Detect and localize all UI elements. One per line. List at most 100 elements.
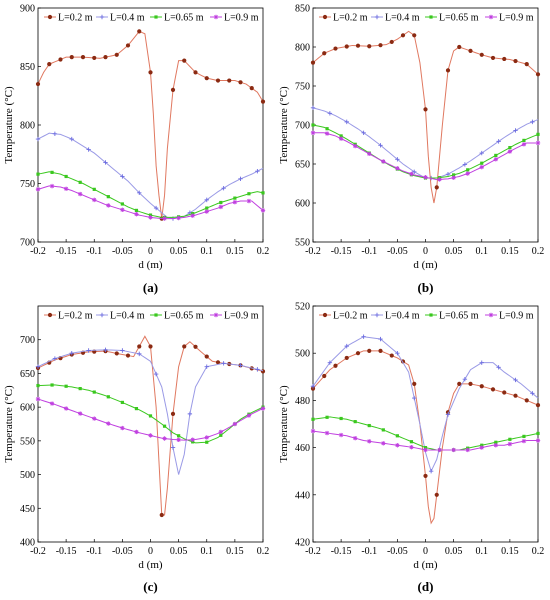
data-point xyxy=(409,445,414,450)
legend-marker xyxy=(374,14,380,20)
data-point xyxy=(434,185,439,190)
data-point xyxy=(412,33,417,38)
data-point xyxy=(260,208,266,213)
data-point xyxy=(238,363,243,368)
x-tick-label: -0.2 xyxy=(30,246,46,257)
data-point xyxy=(64,384,68,388)
data-point xyxy=(513,377,518,383)
data-point xyxy=(344,343,349,349)
data-point xyxy=(125,353,131,358)
data-point xyxy=(106,195,110,199)
data-point xyxy=(215,360,221,365)
data-point xyxy=(69,351,74,356)
x-tick-label: 0 xyxy=(423,246,428,257)
data-point xyxy=(423,446,428,450)
chart-panel-1: 700 750 800 850 900 -0.2 -0.15 -0.1 -0.05 0 0.05 0.… xyxy=(3,4,269,296)
data-point xyxy=(535,438,541,443)
data-point xyxy=(355,351,361,356)
data-point xyxy=(232,421,238,427)
data-point xyxy=(445,412,451,417)
data-point xyxy=(479,52,484,57)
y-tick-label: 550 xyxy=(20,436,35,447)
data-point xyxy=(238,80,243,85)
data-point xyxy=(153,205,159,211)
data-point xyxy=(49,401,55,406)
y-tick-label: 420 xyxy=(295,538,310,549)
data-point xyxy=(310,60,316,65)
data-point xyxy=(310,428,316,434)
data-point xyxy=(535,403,541,408)
data-point xyxy=(148,344,153,349)
data-point xyxy=(468,381,473,386)
series-line xyxy=(312,336,539,473)
data-point xyxy=(255,169,260,174)
data-point xyxy=(148,213,153,217)
data-point xyxy=(232,200,238,205)
data-point xyxy=(352,143,358,149)
data-point xyxy=(395,443,400,448)
data-point xyxy=(451,175,456,180)
data-point xyxy=(137,351,142,357)
data-point xyxy=(378,143,383,148)
data-point xyxy=(395,166,400,171)
legend-label: L=0.65 m xyxy=(164,311,204,322)
data-point xyxy=(310,384,316,389)
data-point xyxy=(120,425,125,431)
x-tick-label: -0.2 xyxy=(30,546,46,557)
y-tick-label: 750 xyxy=(20,179,35,190)
y-tick-label: 850 xyxy=(295,4,310,15)
series-4 xyxy=(310,130,541,182)
y-tick-label: 800 xyxy=(295,43,310,54)
data-point xyxy=(162,424,167,428)
data-point xyxy=(92,390,96,394)
data-point xyxy=(310,386,316,391)
legend-item: L=0.4 m xyxy=(96,13,145,24)
data-point xyxy=(159,512,164,518)
data-point xyxy=(466,168,470,172)
data-point xyxy=(462,162,468,167)
data-point xyxy=(246,413,252,418)
data-point xyxy=(344,119,349,125)
x-tick-label: 0 xyxy=(148,246,153,257)
y-tick-label: 400 xyxy=(20,538,35,549)
data-point xyxy=(462,376,468,382)
series-line xyxy=(37,132,264,220)
data-point xyxy=(238,176,243,182)
data-point xyxy=(493,157,499,162)
data-point xyxy=(215,78,221,83)
data-point xyxy=(423,473,428,479)
legend: L=0.2 m L=0.4 m L=0.65 m L=0.9 m xyxy=(319,13,534,24)
data-point xyxy=(205,440,209,444)
data-point xyxy=(327,360,333,365)
data-point xyxy=(465,171,470,176)
data-point xyxy=(367,348,372,353)
series-2 xyxy=(35,347,264,475)
data-point xyxy=(445,68,451,73)
legend-item: L=0.65 m xyxy=(150,311,204,322)
data-point xyxy=(221,185,226,191)
data-point xyxy=(260,406,266,411)
data-point xyxy=(69,55,74,60)
y-tick-label: 800 xyxy=(20,121,35,132)
data-point xyxy=(378,348,383,353)
data-point xyxy=(182,344,187,349)
data-point xyxy=(324,131,330,136)
legend-label: L=0.2 m xyxy=(58,311,93,322)
data-point xyxy=(496,139,501,144)
series-1 xyxy=(310,30,541,204)
data-point xyxy=(451,447,456,453)
legend-label: L=0.9 m xyxy=(224,13,259,24)
data-point xyxy=(92,55,97,61)
y-axis-label: Temperature (°C) xyxy=(3,86,15,164)
data-point xyxy=(148,70,153,75)
x-tick-label: -0.15 xyxy=(56,546,77,557)
legend: L=0.2 m L=0.4 m L=0.65 m L=0.9 m xyxy=(44,13,259,24)
x-tick-label: -0.1 xyxy=(86,246,102,257)
y-tick-label: 650 xyxy=(20,369,35,380)
legend-label: L=0.4 m xyxy=(385,13,420,24)
x-tick-label: 0.15 xyxy=(226,246,244,257)
data-point xyxy=(86,147,91,152)
data-point xyxy=(170,411,176,416)
data-point xyxy=(479,150,484,156)
data-point xyxy=(58,57,63,62)
